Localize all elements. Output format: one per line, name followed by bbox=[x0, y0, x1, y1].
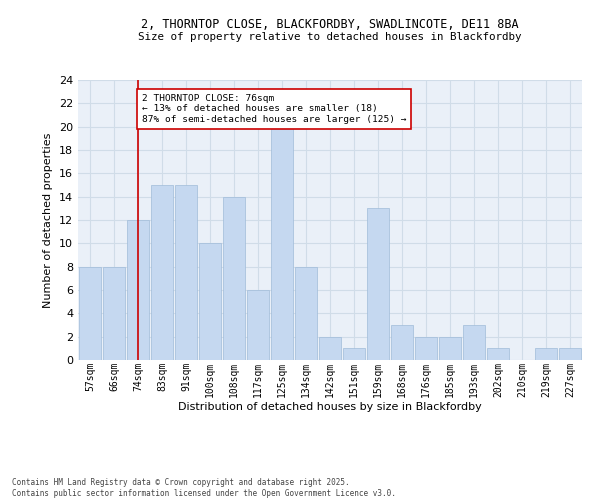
Text: 2 THORNTOP CLOSE: 76sqm
← 13% of detached houses are smaller (18)
87% of semi-de: 2 THORNTOP CLOSE: 76sqm ← 13% of detache… bbox=[142, 94, 406, 124]
Bar bbox=[151, 185, 173, 360]
Bar bbox=[79, 266, 101, 360]
Bar bbox=[247, 290, 269, 360]
Bar bbox=[319, 336, 341, 360]
Text: Size of property relative to detached houses in Blackfordby: Size of property relative to detached ho… bbox=[138, 32, 522, 42]
Bar bbox=[103, 266, 125, 360]
Bar bbox=[271, 126, 293, 360]
Bar bbox=[199, 244, 221, 360]
Bar bbox=[391, 325, 413, 360]
Bar bbox=[559, 348, 581, 360]
Bar bbox=[487, 348, 509, 360]
Y-axis label: Number of detached properties: Number of detached properties bbox=[43, 132, 53, 308]
Text: Contains HM Land Registry data © Crown copyright and database right 2025.
Contai: Contains HM Land Registry data © Crown c… bbox=[12, 478, 396, 498]
Bar bbox=[463, 325, 485, 360]
Bar bbox=[295, 266, 317, 360]
Bar bbox=[223, 196, 245, 360]
Bar bbox=[175, 185, 197, 360]
Bar bbox=[343, 348, 365, 360]
Bar bbox=[535, 348, 557, 360]
X-axis label: Distribution of detached houses by size in Blackfordby: Distribution of detached houses by size … bbox=[178, 402, 482, 412]
Bar bbox=[127, 220, 149, 360]
Bar bbox=[367, 208, 389, 360]
Text: 2, THORNTOP CLOSE, BLACKFORDBY, SWADLINCOTE, DE11 8BA: 2, THORNTOP CLOSE, BLACKFORDBY, SWADLINC… bbox=[141, 18, 519, 30]
Bar bbox=[439, 336, 461, 360]
Bar bbox=[415, 336, 437, 360]
